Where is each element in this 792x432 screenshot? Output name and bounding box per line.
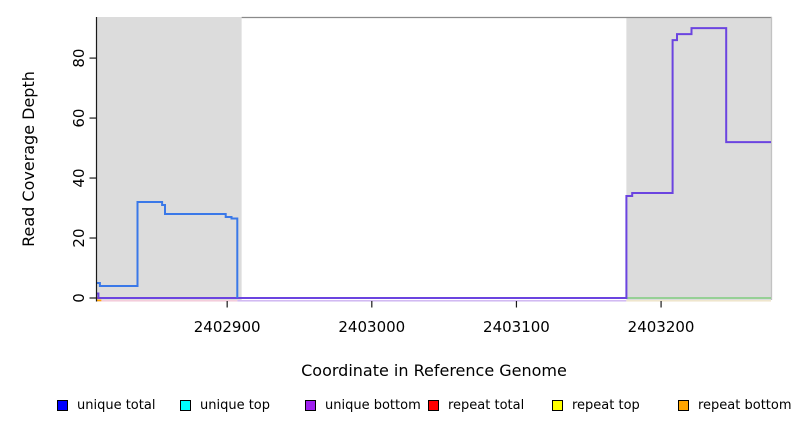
y-axis-title: Read Coverage Depth [19,71,38,247]
legend-item-repeat-bottom: repeat bottom [678,396,792,414]
legend-item-repeat-top: repeat top [552,396,640,414]
x-tick-label: 2403200 [628,318,695,336]
legend: unique total unique top unique bottom repea… [0,396,792,418]
legend-label: unique bottom [325,397,421,413]
legend-swatch-icon [57,399,68,411]
legend-swatch-icon [180,399,191,411]
legend-swatch-icon [428,399,439,411]
legend-item-unique-top: unique top [180,396,270,414]
legend-label: repeat total [448,397,525,413]
y-tick-label: 40 [70,168,88,187]
x-tick-label: 2403100 [483,318,550,336]
x-axis-title: Coordinate in Reference Genome [301,361,567,380]
y-tick-label: 60 [70,109,88,128]
legend-swatch-icon [678,399,689,411]
legend-swatch-icon [552,399,563,411]
y-tick-label: 0 [70,293,88,303]
legend-label: repeat top [572,397,640,413]
x-tick-label: 2403000 [338,318,405,336]
y-tick-label: 80 [70,49,88,68]
series-unique-total [97,201,239,298]
legend-label: repeat bottom [698,397,792,413]
left-repeat-region [97,17,242,300]
series-unique-bottom [97,27,771,299]
right-repeat-region [626,17,771,300]
legend-swatch-icon [305,399,316,411]
y-tick-label: 20 [70,228,88,247]
x-tick-label: 2402900 [194,318,261,336]
legend-item-repeat-total: repeat total [428,396,524,414]
legend-item-unique-total: unique total [57,396,155,414]
legend-item-unique-bottom: unique bottom [305,396,421,414]
legend-label: unique total [77,397,156,413]
legend-label: unique top [200,397,271,413]
